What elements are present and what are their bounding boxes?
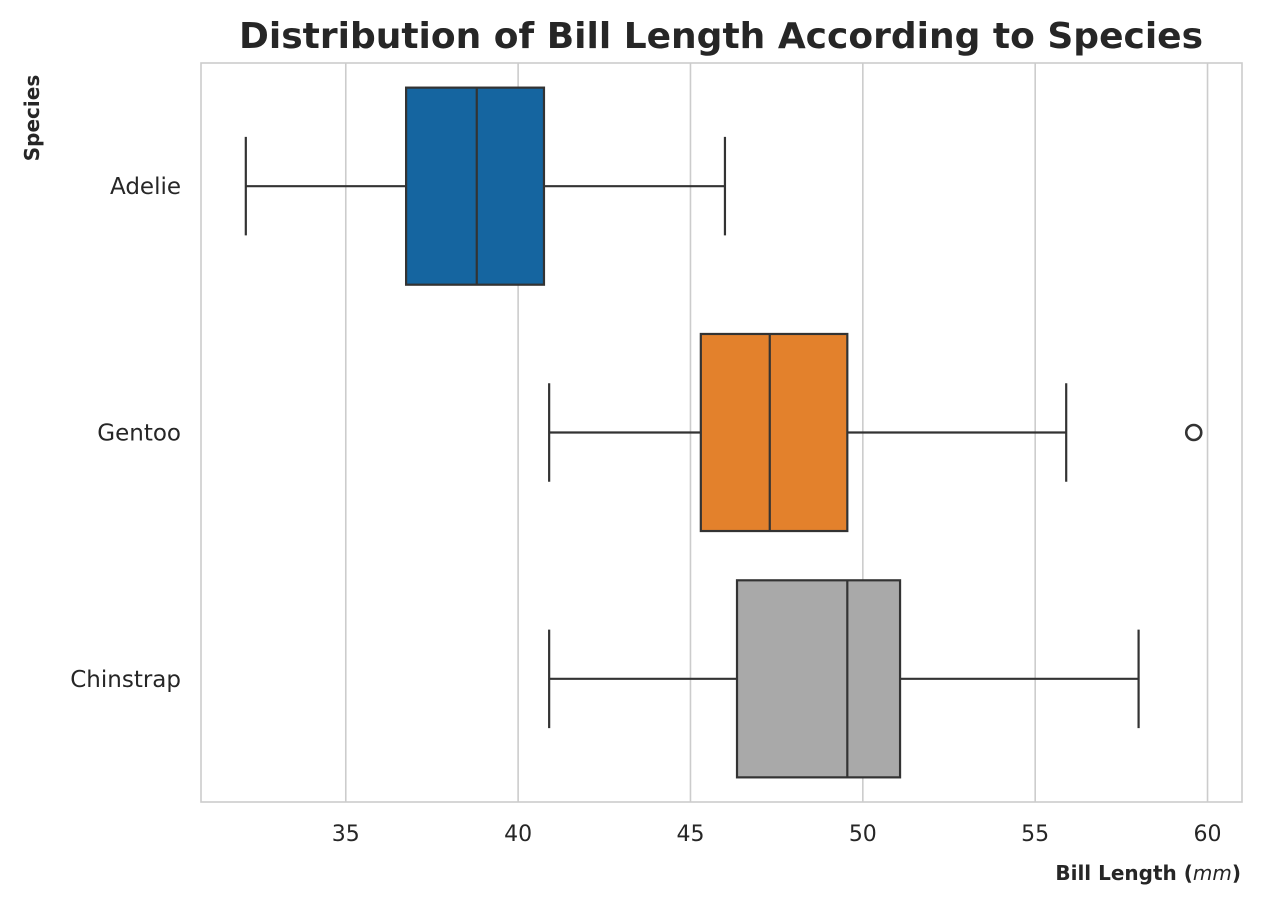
x-tick-label: 50 (849, 822, 877, 847)
x-tick-labels: 35 40 45 50 55 60 (332, 822, 1222, 847)
y-axis-label: Species (20, 75, 44, 161)
x-axis-label-unit: mm (1193, 861, 1232, 885)
box-plots (244, 86, 1203, 779)
box-group-adelie (244, 86, 727, 286)
chart-title: Distribution of Bill Length According to… (239, 16, 1203, 57)
x-axis-label-main: Bill Length ( (1055, 861, 1193, 885)
iqr-box (735, 579, 902, 779)
plot-frame (200, 62, 1243, 803)
x-tick-label: 60 (1194, 822, 1222, 847)
x-tick-label: 55 (1021, 822, 1049, 847)
x-axis-label-close: ) (1232, 861, 1241, 885)
box-group-gentoo (548, 332, 1203, 533)
x-axis-label: Bill Length (mm) (1055, 861, 1241, 885)
outlier-point (1184, 423, 1203, 442)
x-tick-label: 40 (504, 822, 532, 847)
iqr-box (404, 86, 546, 286)
box-group-chinstrap (548, 579, 1140, 779)
x-tick-label: 45 (676, 822, 704, 847)
category-label: Gentoo (97, 421, 181, 447)
iqr-box (699, 332, 849, 533)
category-label: Chinstrap (70, 667, 181, 693)
x-tick-label: 35 (332, 822, 360, 847)
category-labels: Adelie Gentoo Chinstrap (70, 174, 181, 693)
category-label: Adelie (110, 174, 181, 200)
